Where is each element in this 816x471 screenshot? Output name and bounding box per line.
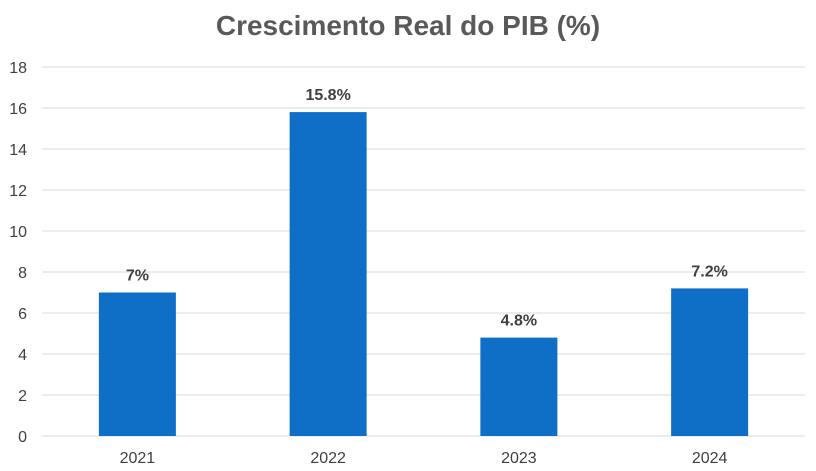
data-labels: 7% 15.8% 4.8% 7.2%: [126, 87, 728, 330]
y-tick-label-0: 0: [18, 429, 27, 446]
bars: [98, 112, 749, 436]
y-tick-label-14: 14: [9, 142, 27, 159]
y-tick-label-12: 12: [9, 183, 27, 200]
x-tick-label-2021: 2021: [120, 450, 156, 467]
data-label-2024: 7.2%: [691, 263, 727, 280]
bar-2022: [289, 112, 367, 436]
chart-title: Crescimento Real do PIB (%): [215, 10, 601, 41]
x-axis-ticks: 2021 2022 2023 2024: [120, 450, 728, 467]
y-tick-label-18: 18: [9, 60, 27, 77]
bar-2024: [671, 288, 749, 436]
y-tick-label-16: 16: [9, 101, 27, 118]
y-axis-ticks: 0 2 4 6 8 10 12 14 16 18: [9, 60, 27, 446]
x-tick-label-2022: 2022: [310, 450, 346, 467]
x-tick-label-2024: 2024: [692, 450, 728, 467]
y-tick-label-4: 4: [18, 347, 27, 364]
y-tick-label-6: 6: [18, 306, 27, 323]
x-tick-label-2023: 2023: [501, 450, 537, 467]
data-label-2022: 15.8%: [305, 87, 350, 104]
data-label-2021: 7%: [126, 268, 149, 285]
y-tick-label-2: 2: [18, 388, 27, 405]
data-label-2023: 4.8%: [501, 313, 537, 330]
y-tick-label-8: 8: [18, 265, 27, 282]
bar-2023: [480, 337, 558, 436]
y-tick-label-10: 10: [9, 224, 27, 241]
bar-2021: [98, 292, 176, 436]
